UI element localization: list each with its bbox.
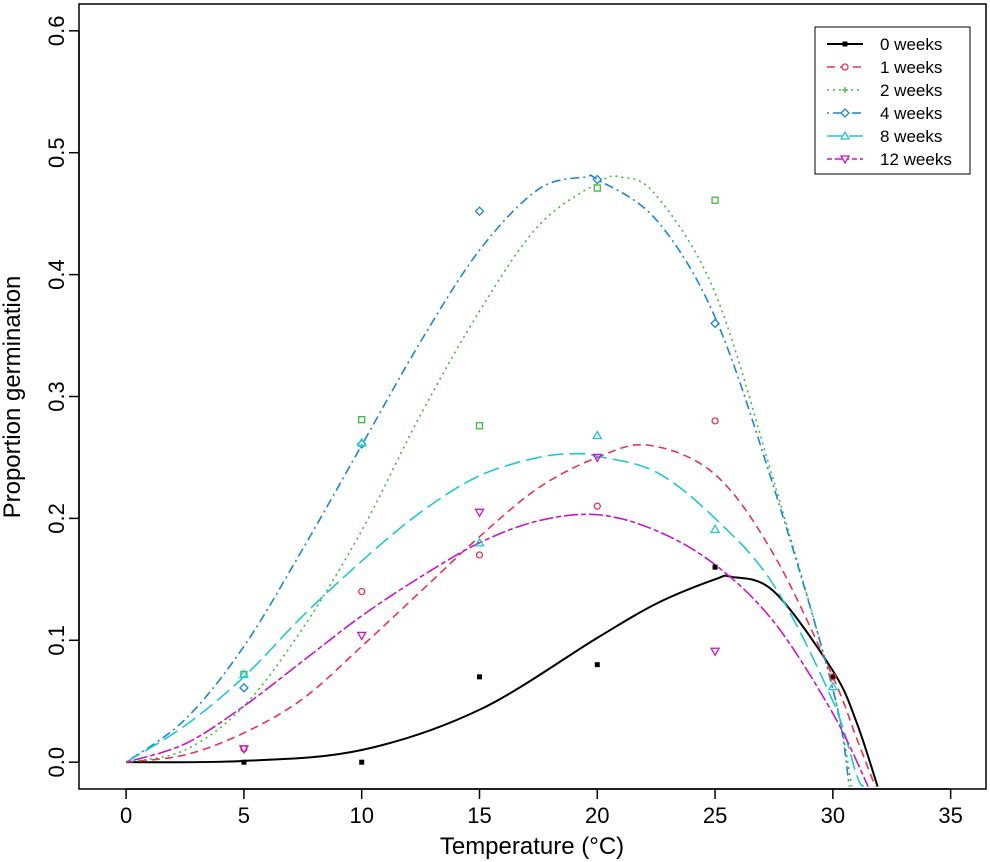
data-point-2-weeks bbox=[593, 184, 601, 192]
data-point-8-weeks bbox=[474, 537, 485, 547]
x-tick-label: 10 bbox=[349, 803, 373, 828]
data-point-0-weeks bbox=[594, 662, 600, 668]
data-point-8-weeks bbox=[827, 681, 838, 691]
legend-label-12-weeks: 12 weeks bbox=[880, 150, 952, 169]
x-tick-label: 30 bbox=[821, 803, 845, 828]
y-tick-label: 0.3 bbox=[44, 381, 69, 412]
y-tick-label: 0.6 bbox=[44, 16, 69, 47]
data-point-0-weeks bbox=[241, 759, 247, 765]
data-point-2-weeks bbox=[475, 422, 484, 430]
legend-marker-0-weeks bbox=[842, 41, 848, 47]
fit-line-12-weeks bbox=[125, 513, 869, 787]
legend-label-1-weeks: 1 weeks bbox=[880, 58, 942, 77]
legend-label-2-weeks: 2 weeks bbox=[880, 81, 942, 100]
legend-label-4-weeks: 4 weeks bbox=[880, 104, 942, 123]
data-point-8-weeks bbox=[356, 437, 367, 447]
data-point-12-weeks bbox=[709, 647, 721, 657]
fit-line-4-weeks bbox=[125, 174, 851, 787]
x-tick-label: 25 bbox=[703, 803, 727, 828]
legend-marker-12-weeks bbox=[839, 155, 851, 165]
data-point-8-weeks bbox=[709, 524, 721, 534]
legend-marker-1-weeks bbox=[841, 63, 849, 71]
data-point-1-weeks bbox=[358, 587, 366, 596]
x-tick-label: 15 bbox=[467, 803, 491, 828]
x-tick-label: 20 bbox=[585, 803, 609, 828]
x-tick-label: 5 bbox=[238, 803, 250, 828]
data-point-2-weeks bbox=[358, 416, 366, 424]
data-point-12-weeks bbox=[356, 631, 367, 641]
y-tick-label: 0.0 bbox=[44, 747, 69, 778]
data-point-0-weeks bbox=[359, 759, 365, 765]
data-point-4-weeks bbox=[592, 174, 603, 185]
y-tick-label: 0.2 bbox=[44, 503, 69, 534]
x-tick-label: 0 bbox=[120, 803, 132, 828]
data-point-4-weeks bbox=[238, 682, 249, 693]
legend-label-8-weeks: 8 weeks bbox=[880, 127, 942, 146]
fit-line-8-weeks bbox=[125, 452, 865, 788]
y-axis: 0.0 0.1 0.2 0.3 0.4 0.5 0.6 bbox=[44, 16, 80, 778]
data-point-8-weeks bbox=[238, 669, 250, 679]
legend-marker-8-weeks bbox=[839, 130, 851, 140]
x-axis: 0 5 10 15 20 25 30 35 bbox=[120, 788, 963, 828]
data-point-12-weeks bbox=[592, 453, 603, 463]
data-point-1-weeks bbox=[711, 417, 719, 425]
x-tick-label: 35 bbox=[938, 803, 962, 828]
data-point-2-weeks bbox=[711, 196, 719, 204]
legend-marker-4-weeks bbox=[840, 108, 850, 118]
fit-line-1-weeks bbox=[126, 443, 877, 787]
data-point-12-weeks bbox=[474, 508, 485, 518]
data-point-1-weeks bbox=[593, 502, 601, 510]
y-tick-label: 0.4 bbox=[44, 259, 69, 290]
data-point-1-weeks bbox=[829, 673, 837, 681]
y-tick-label: 0.5 bbox=[44, 137, 69, 168]
fit-line-2-weeks bbox=[125, 175, 853, 787]
legend-box bbox=[814, 26, 971, 175]
y-axis-title: Proportion germination bbox=[0, 276, 26, 519]
data-point-4-weeks bbox=[710, 318, 720, 329]
y-tick-label: 0.1 bbox=[44, 625, 69, 656]
legend-marker-2-weeks bbox=[842, 87, 848, 93]
legend-label-0-weeks: 0 weeks bbox=[880, 35, 942, 54]
data-points bbox=[238, 174, 838, 765]
fit-curves bbox=[125, 174, 879, 788]
data-point-1-weeks bbox=[475, 551, 484, 559]
data-point-0-weeks bbox=[476, 674, 482, 680]
data-point-8-weeks bbox=[592, 430, 603, 440]
data-point-12-weeks bbox=[238, 745, 250, 755]
data-point-0-weeks bbox=[830, 674, 836, 680]
data-point-0-weeks bbox=[712, 564, 718, 570]
legend: 0 weeks 1 weeks 2 weeks 4 weeks 8 weeks 12 we… bbox=[814, 26, 971, 175]
fit-line-0-weeks bbox=[126, 574, 879, 787]
data-point-4-weeks bbox=[474, 206, 485, 217]
x-axis-title: Temperature (°C) bbox=[440, 833, 624, 860]
